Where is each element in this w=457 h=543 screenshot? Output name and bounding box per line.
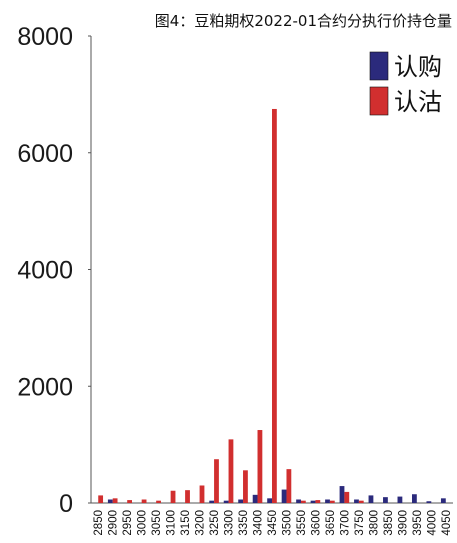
bar-put-3500 xyxy=(286,469,292,503)
x-tick-label: 3450 xyxy=(267,510,279,536)
y-tick-label: 6000 xyxy=(17,140,73,168)
legend-label: 认购 xyxy=(394,53,442,81)
x-tick-label: 2900 xyxy=(108,510,120,536)
x-tick-label: 3350 xyxy=(238,510,250,536)
bar-call-3850 xyxy=(383,497,388,503)
x-tick-label: 3300 xyxy=(224,510,236,536)
y-tick-label: 8000 xyxy=(17,23,73,51)
bar-put-3700 xyxy=(344,491,350,503)
x-axis-ticks: 2850 2900 2950 3000 3050 3100 3150 3200 3250 3300… xyxy=(93,510,453,536)
x-tick-label: 3250 xyxy=(209,510,221,536)
x-tick-label: 3200 xyxy=(195,510,207,536)
y-tick-label: 2000 xyxy=(17,373,73,401)
bar-call-3950 xyxy=(412,494,417,503)
x-tick-label: 3500 xyxy=(281,510,293,536)
x-tick-label: 3850 xyxy=(383,510,395,536)
bar-call-3350 xyxy=(238,499,244,503)
bar-put-3150 xyxy=(185,490,190,503)
bar-call-3700 xyxy=(339,486,345,503)
x-tick-label: 3750 xyxy=(354,510,366,536)
bar-call-2900 xyxy=(107,499,113,503)
bar-put-3000 xyxy=(141,499,147,503)
x-tick-label: 3600 xyxy=(310,510,322,536)
bar-put-2950 xyxy=(127,500,132,503)
bar-call-3300 xyxy=(223,500,229,503)
bar-call-3900 xyxy=(397,496,403,503)
bar-call-3550 xyxy=(296,499,301,503)
bar-call-3750 xyxy=(354,499,359,503)
bars xyxy=(98,108,446,503)
x-tick-label: 3800 xyxy=(368,510,380,536)
bar-put-3300 xyxy=(228,439,234,503)
bar-put-2850 xyxy=(98,495,104,503)
bar-call-4050 xyxy=(440,498,446,503)
bar-call-3600 xyxy=(310,500,316,503)
legend-label: 认沽 xyxy=(394,88,442,116)
y-tick-label: 4000 xyxy=(17,257,73,285)
chart-title: 图4：豆粕期权2022-01合约分执行价持仓量 xyxy=(155,12,452,30)
x-tick-label: 3950 xyxy=(412,510,424,536)
x-tick-label: 4050 xyxy=(441,510,453,536)
bar-put-3650 xyxy=(329,500,335,503)
bar-call-3450 xyxy=(267,498,272,503)
bar-put-3250 xyxy=(214,459,219,503)
bar-put-3400 xyxy=(257,430,263,503)
bar-put-3550 xyxy=(300,500,306,503)
x-tick-label: 3400 xyxy=(253,510,265,536)
x-tick-label: 3700 xyxy=(339,510,351,536)
bar-call-3250 xyxy=(209,500,215,503)
x-tick-label: 3550 xyxy=(296,510,308,536)
bar-put-3100 xyxy=(170,490,176,503)
bar-put-2900 xyxy=(112,498,118,503)
legend-swatch xyxy=(369,51,389,81)
x-tick-label: 4000 xyxy=(426,510,438,536)
bar-put-3450 xyxy=(272,108,277,503)
y-tick-label: 0 xyxy=(59,490,73,518)
x-tick-label: 3150 xyxy=(180,510,192,536)
bar-put-3200 xyxy=(199,485,205,503)
bar-put-3750 xyxy=(358,500,364,503)
bar-put-3600 xyxy=(315,500,321,503)
y-axis-ticks: 0 2000 4000 6000 8000 xyxy=(17,23,91,518)
x-tick-label: 3050 xyxy=(151,510,163,536)
bar-put-3350 xyxy=(243,470,248,503)
x-tick-label: 2950 xyxy=(122,510,134,536)
bar-call-4000 xyxy=(426,501,432,503)
bar-call-3400 xyxy=(252,494,258,503)
x-tick-label: 3000 xyxy=(137,510,149,536)
x-tick-label: 3900 xyxy=(397,510,409,536)
bar-call-3800 xyxy=(368,495,374,503)
bar-put-3050 xyxy=(156,500,161,503)
legend-swatch xyxy=(369,86,389,116)
x-tick-label: 3100 xyxy=(166,510,178,536)
bar-call-3650 xyxy=(325,499,330,503)
bar-call-3500 xyxy=(281,489,287,503)
x-tick-label: 2850 xyxy=(93,510,105,536)
x-tick-label: 3650 xyxy=(325,510,337,536)
